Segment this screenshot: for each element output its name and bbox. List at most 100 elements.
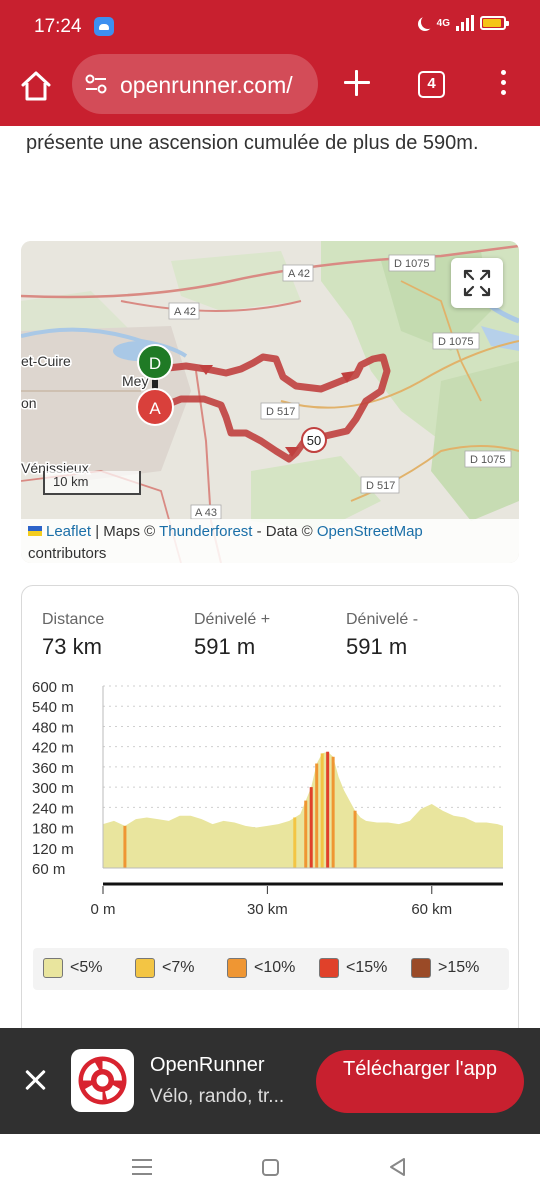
y-tick-label: 300 m — [32, 780, 74, 797]
map-label-a42-1: A 42 — [288, 268, 310, 280]
map-town-lyon: on — [21, 395, 37, 411]
legend-swatch — [319, 958, 339, 978]
banner-app-subtitle: Vélo, rando, tr... — [150, 1086, 285, 1107]
intro-text: présente une ascension cumulée de plus d… — [26, 132, 479, 154]
recent-apps-icon[interactable] — [132, 1159, 152, 1175]
y-tick-label: 540 m — [32, 699, 74, 716]
elevation-gain-value: 591 m — [194, 634, 256, 659]
app-notification-icon — [94, 17, 114, 36]
home-icon — [21, 71, 51, 101]
battery-icon — [480, 16, 509, 30]
route-stats-card: Distance 73 km Dénivelé + 591 m Dénivelé… — [21, 585, 519, 1028]
slope-legend: <5% <7% <10% <15% >15% — [33, 948, 509, 990]
y-tick-label: 420 m — [32, 740, 74, 757]
y-tick-label: 600 m — [32, 679, 74, 696]
steep-segment — [123, 825, 127, 868]
map-label-d1075-1: D 1075 — [394, 258, 429, 270]
moon-icon — [421, 15, 435, 29]
legend-swatch — [411, 958, 431, 978]
route-direction-arrow — [199, 365, 213, 375]
legend-swatch — [43, 958, 63, 978]
km-marker[interactable]: 50 — [301, 427, 327, 453]
home-nav-icon[interactable] — [262, 1159, 279, 1176]
legend-label: <15% — [346, 959, 388, 976]
legend-label: >15% — [438, 959, 480, 976]
address-bar[interactable]: openrunner.com/ — [72, 54, 318, 114]
back-icon[interactable] — [388, 1157, 408, 1177]
start-marker-label: D — [149, 354, 161, 373]
attribution-maps-text: | Maps © — [91, 523, 160, 540]
map-label-d517-1: D 517 — [266, 406, 295, 418]
elevation-area[interactable] — [103, 751, 503, 868]
route-line[interactable] — [155, 353, 391, 463]
network-label: 4G — [436, 17, 450, 29]
browser-toolbar: openrunner.com/ 4 — [0, 54, 540, 126]
new-tab-icon[interactable] — [342, 68, 372, 98]
ukraine-flag-icon — [28, 526, 42, 536]
y-tick-label: 360 m — [32, 760, 74, 777]
distance-label: Distance — [42, 611, 105, 628]
steep-segment — [293, 817, 297, 868]
map-town-meyzieu: Mey — [122, 373, 148, 389]
end-marker[interactable]: A — [136, 388, 174, 426]
map-scale: 10 km — [43, 471, 141, 495]
steep-segment — [304, 800, 308, 868]
y-tick-label: 480 m — [32, 719, 74, 736]
y-tick-label: 240 m — [32, 800, 74, 817]
elevation-loss-value: 591 m — [346, 634, 408, 659]
map-label-a42-2: A 42 — [174, 306, 196, 318]
more-icon[interactable] — [497, 70, 509, 100]
steep-segment — [353, 810, 357, 868]
x-tick-label: 0 m — [90, 901, 115, 918]
page-content[interactable]: présente une ascension cumulée de plus d… — [0, 126, 540, 1028]
map-attribution: Leaflet | Maps © Thunderforest - Data © … — [21, 519, 519, 563]
close-icon[interactable] — [24, 1068, 48, 1092]
legend-swatch — [227, 958, 247, 978]
x-tick-label: 60 km — [411, 901, 452, 918]
site-settings-icon[interactable] — [84, 74, 108, 94]
legend-swatch — [135, 958, 155, 978]
banner-app-title: OpenRunner — [150, 1054, 265, 1076]
openrunner-logo — [71, 1049, 134, 1112]
map-town-caluire: et-Cuire — [21, 353, 71, 369]
signal-icon — [456, 15, 474, 31]
fullscreen-button[interactable] — [451, 258, 503, 308]
url-text: openrunner.com/ — [120, 72, 293, 98]
route-direction-arrow — [285, 447, 299, 457]
y-tick-label: 180 m — [32, 821, 74, 838]
legend-label: <10% — [254, 959, 296, 976]
home-button[interactable] — [18, 68, 54, 104]
elevation-chart[interactable]: 600 m 540 m 480 m 420 m 360 m 300 m 240 m 180 m… — [22, 672, 520, 932]
map-label-d517-2: D 517 — [366, 480, 395, 492]
elevation-loss-label: Dénivelé - — [346, 611, 419, 628]
leaflet-link[interactable]: Leaflet — [46, 523, 92, 540]
elevation-gain-label: Dénivelé + — [194, 611, 271, 628]
map-label-a43: A 43 — [195, 507, 217, 519]
status-icons: 4G — [417, 15, 509, 31]
legend-label: <7% — [162, 959, 195, 976]
route-map[interactable]: A 42 A 42 D 1075 D 1075 D 1075 D 517 D 5… — [21, 241, 519, 563]
y-tick-label: 60 m — [32, 861, 65, 878]
steep-segment — [320, 753, 324, 868]
legend-label: <5% — [70, 959, 103, 976]
y-tick-label: 120 m — [32, 841, 74, 858]
map-label-d1075-3: D 1075 — [470, 454, 505, 466]
openstreetmap-link[interactable]: OpenStreetMap — [316, 523, 423, 540]
map-label-d1075-2: D 1075 — [438, 336, 473, 348]
end-marker-label: A — [149, 399, 161, 418]
tabs-icon[interactable]: 4 — [418, 71, 445, 98]
map-tiles[interactable]: A 42 A 42 D 1075 D 1075 D 1075 D 517 D 5… — [21, 241, 519, 563]
fullscreen-icon — [463, 269, 491, 297]
system-nav-bar — [0, 1134, 540, 1200]
thunderforest-link[interactable]: Thunderforest — [159, 523, 253, 540]
download-app-button[interactable]: Télécharger l'app — [316, 1050, 524, 1113]
attribution-contributors: contributors — [28, 545, 107, 562]
steep-segment — [331, 756, 335, 868]
steep-segment — [326, 751, 330, 868]
app-install-banner: OpenRunner Vélo, rando, tr... Télécharge… — [0, 1028, 540, 1134]
status-time: 17:24 — [34, 16, 82, 37]
steep-segment — [309, 787, 313, 868]
route-direction-arrow — [341, 371, 355, 383]
attribution-data-text: - Data © — [252, 523, 317, 540]
status-bar: 17:24 4G — [0, 0, 540, 54]
